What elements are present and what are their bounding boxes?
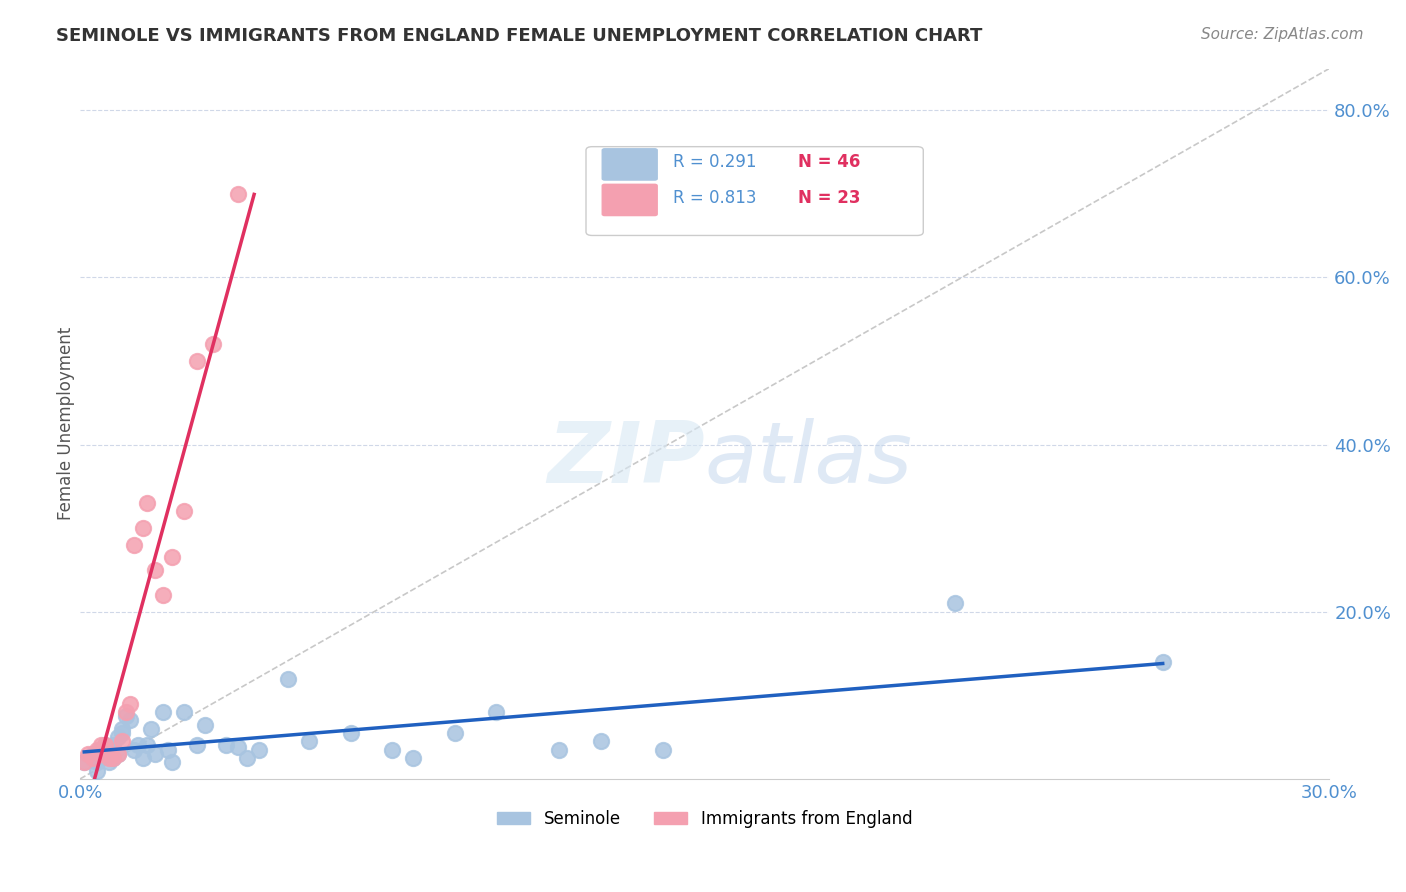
Point [86, 755, 108, 769]
Point [122, 538, 145, 552]
Point [90, 747, 112, 761]
Text: N = 23: N = 23 [799, 189, 860, 207]
Point [202, 337, 225, 351]
Point [107, 730, 129, 744]
Point [94, 739, 117, 753]
Point [131, 521, 153, 535]
Point [186, 354, 208, 368]
Point [98, 755, 121, 769]
Point [152, 588, 174, 602]
Point [90, 742, 112, 756]
Point [156, 742, 179, 756]
Text: SEMINOLE VS IMMIGRANTS FROM ENGLAND FEMALE UNEMPLOYMENT CORRELATION CHART: SEMINOLE VS IMMIGRANTS FROM ENGLAND FEMA… [56, 27, 983, 45]
Text: atlas: atlas [704, 417, 912, 500]
Point [107, 747, 129, 761]
Point [111, 722, 134, 736]
Point [98, 751, 121, 765]
Point [131, 751, 153, 765]
Point [115, 709, 138, 723]
Point [103, 739, 125, 753]
Point [548, 742, 571, 756]
Point [186, 739, 208, 753]
Text: Source: ZipAtlas.com: Source: ZipAtlas.com [1201, 27, 1364, 42]
FancyBboxPatch shape [602, 149, 657, 180]
Point [90, 751, 112, 765]
Point [118, 714, 141, 728]
Y-axis label: Female Unemployment: Female Unemployment [58, 327, 75, 520]
Point [247, 742, 270, 756]
Point [77, 747, 100, 761]
Text: ZIP: ZIP [547, 417, 704, 500]
Point [443, 726, 465, 740]
Point [143, 747, 166, 761]
Point [194, 717, 217, 731]
Point [652, 742, 675, 756]
Point [277, 672, 299, 686]
Point [111, 734, 134, 748]
Point [226, 740, 249, 755]
Text: N = 46: N = 46 [799, 153, 860, 171]
Point [160, 550, 183, 565]
Point [122, 742, 145, 756]
Point [118, 697, 141, 711]
Point [226, 186, 249, 201]
Point [94, 747, 117, 761]
Text: R = 0.813: R = 0.813 [673, 189, 756, 207]
Point [381, 742, 404, 756]
Point [115, 705, 138, 719]
Point [160, 755, 183, 769]
Point [86, 742, 108, 756]
Point [103, 751, 125, 765]
Point [173, 705, 195, 719]
Point [135, 739, 157, 753]
Point [135, 496, 157, 510]
Legend: Seminole, Immigrants from England: Seminole, Immigrants from England [491, 803, 920, 835]
Point [402, 751, 425, 765]
Point [215, 739, 238, 753]
Point [143, 563, 166, 577]
FancyBboxPatch shape [586, 146, 924, 235]
Point [139, 722, 162, 736]
Point [82, 751, 104, 765]
Point [86, 764, 108, 778]
Point [73, 755, 96, 769]
Text: R = 0.291: R = 0.291 [673, 153, 756, 171]
Point [82, 747, 104, 761]
FancyBboxPatch shape [602, 185, 657, 216]
Point [943, 596, 966, 610]
Point [111, 726, 134, 740]
Point [173, 504, 195, 518]
Point [90, 739, 112, 753]
Point [589, 734, 612, 748]
Point [107, 747, 129, 761]
Point [73, 755, 96, 769]
Point [1152, 655, 1174, 669]
Point [298, 734, 321, 748]
Point [152, 705, 174, 719]
Point [339, 726, 361, 740]
Point [235, 751, 257, 765]
Point [98, 742, 121, 756]
Point [103, 751, 125, 765]
Point [127, 739, 149, 753]
Point [94, 739, 117, 753]
Point [485, 705, 508, 719]
